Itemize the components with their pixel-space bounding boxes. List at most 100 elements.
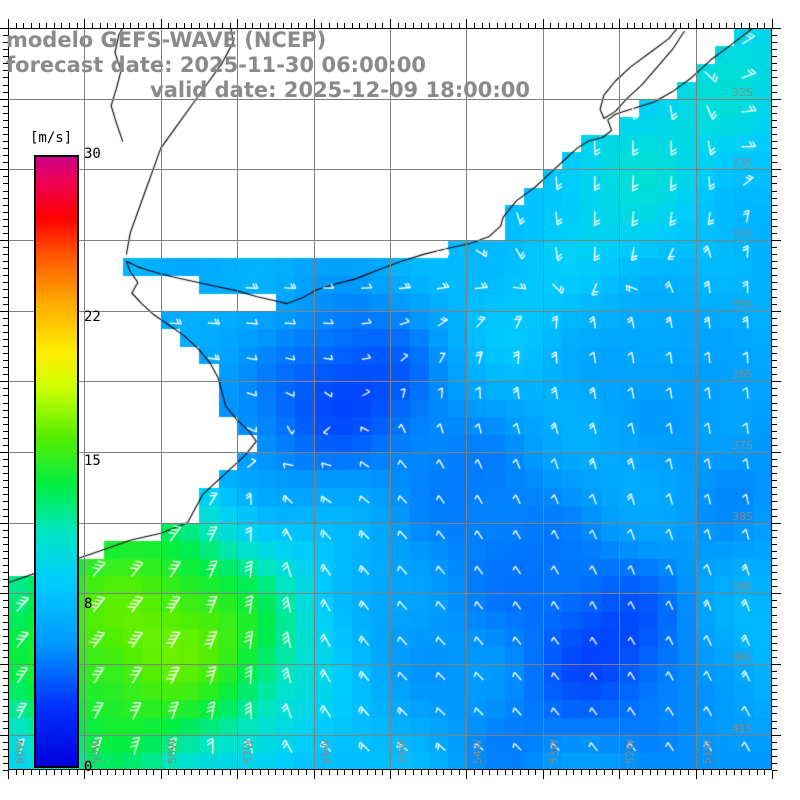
tick-bottom [543, 770, 544, 779]
colorbar[interactable] [34, 155, 79, 768]
tick-bottom [115, 770, 116, 775]
tick-top [207, 23, 208, 28]
tick-top [482, 23, 483, 28]
tick-bottom [665, 770, 666, 775]
tick-left [3, 516, 8, 517]
tick-right [772, 49, 777, 50]
tick-right [772, 459, 777, 460]
tick-bottom [54, 770, 55, 775]
tick-right [772, 268, 777, 269]
tick-right [772, 367, 777, 368]
tick-left [3, 353, 8, 354]
tick-bottom [245, 770, 246, 775]
tick-right [772, 353, 777, 354]
tick-left [3, 699, 8, 700]
tick-right [772, 671, 777, 672]
gridline-lat-40S [8, 664, 772, 665]
tick-top [711, 23, 712, 28]
tick-left [3, 466, 8, 467]
lat-label-36S: 36S [732, 368, 753, 381]
tick-right [772, 233, 777, 234]
tick-left [3, 395, 8, 396]
tick-left [3, 438, 8, 439]
tick-top [703, 23, 704, 28]
tick-right [772, 77, 777, 78]
tick-top [321, 23, 322, 28]
tick-left [3, 678, 8, 679]
tick-right [772, 282, 777, 283]
tick-top [245, 23, 246, 28]
tick-bottom [161, 770, 162, 779]
tick-top [237, 19, 238, 28]
tick-bottom [428, 770, 429, 775]
tick-top [726, 23, 727, 28]
tick-right [772, 728, 777, 729]
tick-left [3, 134, 8, 135]
tick-bottom [466, 770, 467, 779]
tick-left [3, 706, 8, 707]
tick-right [772, 636, 777, 637]
tick-left [3, 120, 8, 121]
tick-top [688, 23, 689, 28]
tick-bottom [92, 770, 93, 775]
gridline-lat-38S [8, 523, 772, 524]
tick-left [3, 615, 8, 616]
tick-left [3, 685, 8, 686]
tick-bottom [459, 770, 460, 775]
tick-bottom [184, 770, 185, 775]
tick-right [772, 289, 777, 290]
tick-right [772, 692, 777, 693]
tick-bottom [772, 770, 773, 779]
tick-top [741, 23, 742, 28]
tick-bottom [696, 770, 697, 779]
tick-bottom [749, 770, 750, 775]
tick-top [757, 23, 758, 28]
tick-bottom [260, 770, 261, 775]
tick-left [0, 240, 8, 241]
gridline-lon-56W [314, 28, 315, 770]
tick-left [3, 268, 8, 269]
tick-top [596, 23, 597, 28]
tick-right [772, 339, 777, 340]
tick-bottom [168, 770, 169, 775]
tick-bottom [581, 770, 582, 775]
tick-bottom [382, 770, 383, 775]
tick-bottom [367, 770, 368, 775]
tick-left [3, 586, 8, 587]
tick-right [772, 664, 781, 665]
gridline-lon-52W [619, 28, 620, 770]
tick-top [612, 23, 613, 28]
tick-top [54, 23, 55, 28]
gridline-lat-35S [8, 311, 772, 312]
tick-top [413, 23, 414, 28]
lon-label-54W: 54W [471, 739, 484, 764]
tick-left [3, 233, 8, 234]
tick-left [3, 127, 8, 128]
tick-bottom [719, 770, 720, 775]
tick-right [772, 770, 777, 771]
tick-right [772, 600, 777, 601]
tick-bottom [627, 770, 628, 775]
tick-bottom [497, 770, 498, 775]
tick-left [3, 113, 8, 114]
tick-top [764, 23, 765, 28]
lon-label-60W: 60W [13, 739, 26, 764]
tick-top [619, 19, 620, 28]
lon-label-58W: 58W [166, 739, 179, 764]
tick-bottom [352, 770, 353, 775]
tick-left [3, 141, 8, 142]
tick-left [0, 452, 8, 453]
tick-top [337, 23, 338, 28]
gridline-lon-60W [8, 28, 9, 770]
gridline-lat-39S [8, 593, 772, 594]
tick-left [3, 261, 8, 262]
tick-left [3, 742, 8, 743]
tick-right [772, 169, 781, 170]
tick-bottom [107, 770, 108, 775]
tick-left [3, 183, 8, 184]
tick-top [268, 23, 269, 28]
tick-right [772, 70, 777, 71]
tick-right [772, 403, 777, 404]
tick-bottom [306, 770, 307, 775]
tick-right [772, 480, 777, 481]
